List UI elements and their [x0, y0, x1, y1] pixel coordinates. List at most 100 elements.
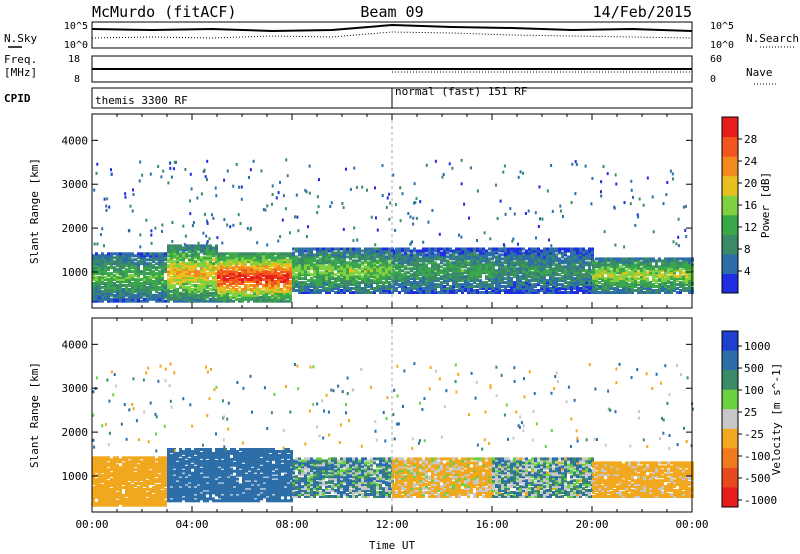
power-echo-cell	[443, 253, 446, 257]
power-echo-cell	[464, 275, 467, 279]
power-echo-cell	[131, 293, 134, 297]
power-echo-cell	[607, 281, 610, 285]
power-echo-cell	[522, 291, 525, 294]
power-echo-cell	[146, 268, 149, 272]
power-echo-cell	[401, 259, 404, 263]
power-echo-cell	[561, 251, 564, 255]
power-echo-cell	[301, 249, 304, 253]
velocity-echo-cell	[143, 501, 146, 505]
power-echo-cell	[452, 251, 455, 255]
power-echo-cell	[576, 285, 579, 288]
power-echo-cell	[558, 249, 561, 253]
power-scatter-cell	[196, 196, 199, 200]
power-echo-cell	[552, 275, 555, 279]
power-echo-cell	[576, 255, 579, 259]
power-echo-cell	[149, 276, 152, 279]
power-echo-cell	[373, 275, 376, 279]
power-echo-cell	[646, 273, 649, 277]
power-echo-cell	[116, 289, 119, 293]
power-echo-cell	[382, 271, 385, 275]
power-echo-cell	[155, 262, 158, 266]
power-echo-cell	[637, 273, 640, 277]
power-echo-cell	[619, 285, 622, 288]
power-echo-cell	[238, 260, 241, 264]
power-echo-cell	[552, 255, 555, 259]
power-echo-cell	[579, 249, 582, 253]
power-echo-cell	[376, 259, 379, 263]
power-echo-cell	[209, 260, 212, 264]
power-echo-cell	[215, 268, 218, 272]
power-echo-cell	[419, 279, 422, 283]
power-echo-cell	[416, 271, 419, 275]
power-echo-cell	[673, 259, 676, 263]
power-scatter-cell	[216, 236, 219, 240]
power-echo-cell	[298, 277, 301, 281]
power-echo-cell	[292, 267, 295, 271]
power-echo-cell	[238, 252, 241, 256]
power-echo-cell	[661, 285, 664, 288]
power-echo-cell	[152, 295, 155, 299]
power-echo-cell	[604, 271, 607, 275]
power-scatter-cell	[376, 228, 379, 232]
power-echo-cell	[667, 259, 670, 263]
power-echo-cell	[191, 297, 194, 301]
power-echo-cell	[376, 253, 379, 257]
power-echo-cell	[482, 283, 485, 287]
power-echo-cell	[567, 275, 570, 279]
power-echo-cell	[370, 269, 373, 273]
power-echo-cell	[253, 293, 256, 297]
power-echo-cell	[585, 251, 588, 255]
power-echo-cell	[271, 252, 274, 256]
power-echo-cell	[549, 247, 552, 251]
velocity-echo-cell	[101, 468, 104, 472]
power-echo-cell	[316, 287, 319, 290]
power-echo-cell	[558, 287, 561, 290]
power-echo-cell	[253, 287, 256, 291]
power-echo-cell	[161, 287, 164, 291]
power-echo-cell	[519, 275, 522, 279]
power-echo-cell	[304, 289, 307, 292]
power-colorbar-cell	[722, 214, 738, 235]
power-echo-cell	[343, 281, 346, 285]
velocity-echo-cell	[146, 501, 149, 505]
power-echo-cell	[601, 269, 604, 273]
power-echo-cell	[416, 255, 419, 259]
power-echo-cell	[485, 253, 488, 257]
power-echo-cell	[422, 253, 425, 257]
power-echo-cell	[461, 257, 464, 261]
power-echo-cell	[262, 254, 265, 258]
power-echo-cell	[688, 261, 691, 265]
power-echo-cell	[110, 264, 113, 268]
power-scatter-cell	[240, 197, 243, 201]
power-echo-cell	[567, 261, 570, 265]
velocity-echo-cell	[98, 501, 101, 505]
power-echo-cell	[334, 265, 337, 269]
velocity-echo-cell	[119, 480, 122, 483]
power-echo-cell	[188, 280, 191, 283]
power-echo-cell	[340, 259, 343, 263]
power-echo-cell	[325, 251, 328, 255]
power-echo-cell	[376, 277, 379, 281]
power-echo-cell	[631, 281, 634, 285]
power-echo-cell	[661, 263, 664, 267]
power-echo-cell	[440, 261, 443, 265]
power-echo-cell	[188, 289, 191, 293]
velocity-echo-cell	[113, 480, 116, 483]
power-colorbar-cell	[722, 234, 738, 255]
power-echo-cell	[488, 267, 491, 271]
power-echo-cell	[664, 261, 667, 265]
power-echo-cell	[295, 285, 298, 288]
power-echo-cell	[573, 281, 576, 285]
power-echo-cell	[507, 253, 510, 257]
power-echo-cell	[134, 266, 137, 270]
power-echo-cell	[113, 276, 116, 279]
power-echo-cell	[625, 275, 628, 279]
power-echo-cell	[616, 265, 619, 269]
power-echo-cell	[498, 277, 501, 281]
power-echo-cell	[283, 280, 286, 283]
power-echo-cell	[301, 253, 304, 257]
power-echo-cell	[598, 261, 601, 265]
power-echo-cell	[143, 262, 146, 266]
velocity-echo-cell	[107, 486, 110, 489]
